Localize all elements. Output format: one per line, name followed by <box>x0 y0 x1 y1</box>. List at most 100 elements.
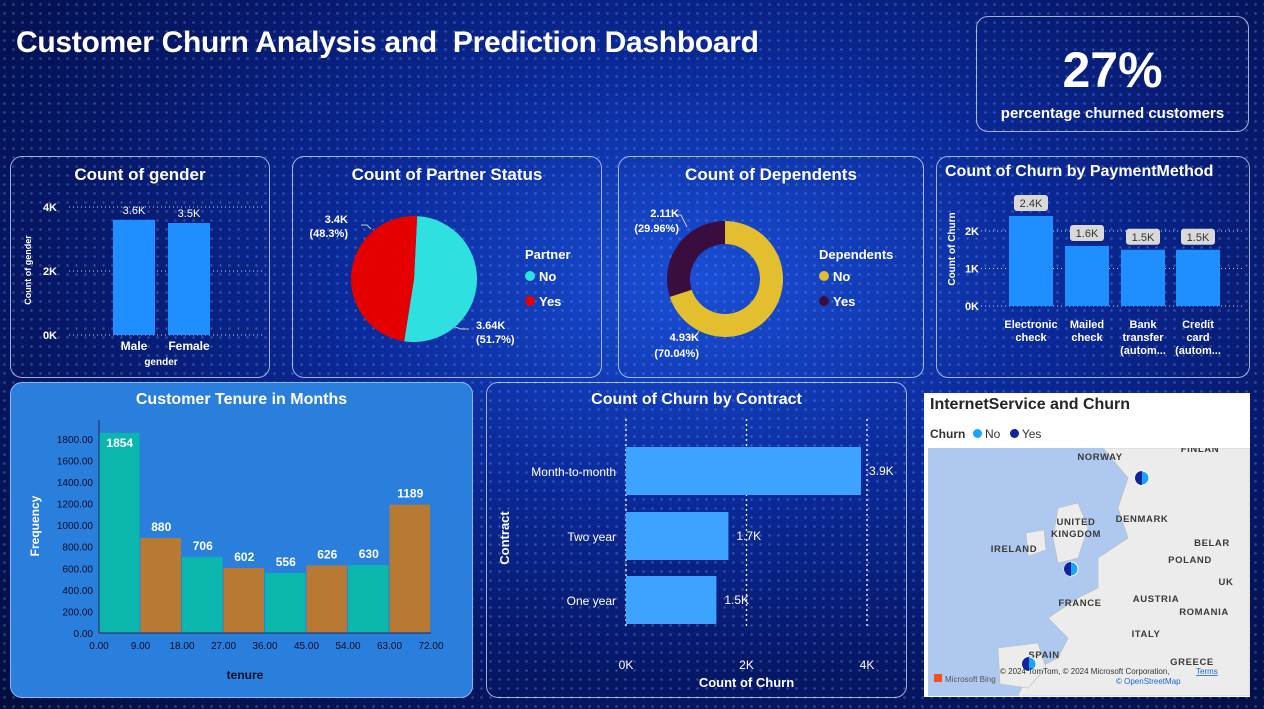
tenure-card[interactable]: Customer Tenure in Months 1800.00 1600.00… <box>10 382 473 698</box>
histogram-bar <box>223 568 264 633</box>
partner-pie-chart[interactable]: 3.4K (48.3%) 3.64K (51.7%) Partner No Yes <box>293 157 601 377</box>
contract-chart[interactable]: 0K 2K 4K 3.9K Month-to-month 1.7K Two year 1.5K… <box>487 383 906 697</box>
y-axis-title: Count of gender <box>23 235 33 305</box>
dependents-title: Count of Dependents <box>685 165 857 184</box>
partner-card[interactable]: Count of Partner Status 3.4K (48.3%) 3.64K… <box>292 156 602 378</box>
kpi-card: 27% percentage churned customers <box>976 16 1249 132</box>
x-tick-label: Credit <box>1182 319 1214 331</box>
x-tick-label: (autom... <box>1120 345 1166 357</box>
y-tick-label: 1K <box>965 264 979 276</box>
place-label: GREECE <box>1170 657 1214 668</box>
data-label-yes: 2.11K <box>650 208 679 220</box>
y-tick-label: 1400.00 <box>57 478 94 489</box>
x-tick-label: check <box>1071 332 1103 344</box>
legend-marker-yes <box>525 296 535 306</box>
y-tick-label: One year <box>567 594 616 608</box>
place-label: NORWAY <box>1077 452 1122 463</box>
kpi-label: percentage churned customers <box>1000 105 1225 122</box>
data-label: 3.5K <box>178 208 201 220</box>
payment-card[interactable]: Count of Churn by PaymentMethod 2K 1K 0K 2.… <box>936 156 1250 378</box>
y-tick-label: 2K <box>965 226 979 238</box>
histogram-bar <box>99 432 140 633</box>
data-label: 3.9K <box>869 464 894 478</box>
legend-no-dot <box>972 429 982 438</box>
internet-title: InternetService and Churn <box>930 396 1131 413</box>
place-label: AUSTRIA <box>1133 594 1179 605</box>
place-label: ITALY <box>1132 629 1161 640</box>
y-tick-label: 1200.00 <box>57 500 94 511</box>
x-axis-title: tenure <box>227 668 264 682</box>
place-label: DENMARK <box>1116 514 1169 525</box>
britain-land <box>1052 502 1089 564</box>
data-label: 626 <box>317 547 337 561</box>
x-tick-label: 18.00 <box>169 641 194 652</box>
place-label: UNITED <box>1057 517 1096 528</box>
data-label-bg <box>1126 228 1160 245</box>
y-tick-label: 600.00 <box>62 564 93 575</box>
data-label: 1189 <box>397 487 423 501</box>
x-tick-label: 0.00 <box>89 641 109 652</box>
x-tick-label: check <box>1015 332 1047 344</box>
histogram-bar <box>348 565 389 633</box>
payment-title: Count of Churn by PaymentMethod <box>945 163 1214 180</box>
pie-slice-yes <box>350 215 418 342</box>
x-tick-label: Female <box>168 339 210 353</box>
y-tick-label: 2K <box>43 266 57 278</box>
data-label: 556 <box>276 555 296 569</box>
y-axis-title: Contract <box>497 511 512 565</box>
map-legend-title: Churn <box>930 427 966 441</box>
tenure-title: Customer Tenure in Months <box>135 391 348 408</box>
data-label: 2.4K <box>1020 198 1043 210</box>
place-label: UK <box>1219 577 1234 588</box>
y-tick-label: 400.00 <box>62 586 93 597</box>
x-tick-label: 63.00 <box>377 641 402 652</box>
payment-chart[interactable]: 2K1K0K2.4KElectroniccheck1.6KMailedcheck… <box>937 157 1249 377</box>
x-tick-label: Mailed <box>1070 319 1104 331</box>
data-label-no-pct: (70.04%) <box>654 348 699 360</box>
x-tick-label: Electronic <box>1004 319 1057 331</box>
histogram-bar <box>140 538 181 633</box>
bar-payment-2 <box>1121 249 1165 306</box>
data-label: 1.5K <box>1132 232 1155 244</box>
gender-card[interactable]: Count of gender 4K 2K 0K 3.6K Male 3.5K Female… <box>10 156 270 378</box>
y-axis-title: Count of Churn <box>947 212 958 285</box>
x-tick-label: 0K <box>619 658 634 672</box>
data-label: 1.5K <box>724 593 749 607</box>
y-tick-label: 1600.00 <box>57 456 94 467</box>
bar-contract-1 <box>626 512 729 560</box>
data-label-bg <box>1181 228 1215 245</box>
tenure-histogram[interactable]: 1800.00 1600.00 1400.00 1200.00 1000.00 800.0… <box>11 383 472 697</box>
y-axis-title: Frequency <box>28 495 42 556</box>
x-tick-label: Bank <box>1130 319 1158 331</box>
legend-marker-no <box>819 271 829 281</box>
place-label: KINGDOM <box>1051 529 1101 540</box>
terms-link: Terms <box>1196 667 1218 676</box>
donut-slice-yes <box>667 221 725 297</box>
data-label-yes-pct: (48.3%) <box>309 228 348 240</box>
place-label: FRANCE <box>1058 598 1101 609</box>
leader-line <box>361 224 372 230</box>
x-tick-label: 4K <box>860 658 875 672</box>
bar-contract-2 <box>626 576 717 624</box>
legend-marker-yes <box>819 296 829 306</box>
y-tick-label: 800.00 <box>62 543 93 554</box>
bar-payment-3 <box>1176 249 1220 306</box>
place-label: FINLAN <box>1181 448 1219 455</box>
y-tick-label: 200.00 <box>62 607 93 618</box>
dependents-card[interactable]: Count of Dependents 2.11K (29.96%) 4.93K (7… <box>618 156 924 378</box>
kpi-value: 27% <box>1062 42 1163 98</box>
ireland-land <box>1025 529 1047 557</box>
x-tick-label: 9.00 <box>131 641 151 652</box>
churn-pie-marker-yes <box>1022 657 1029 671</box>
dependents-donut-chart[interactable]: 2.11K (29.96%) 4.93K (70.04%) Dependents No Ye… <box>619 157 923 377</box>
bar-female <box>168 223 210 335</box>
internet-map-card[interactable]: InternetService and Churn Churn No Yes N… <box>924 393 1250 697</box>
contract-card[interactable]: Count of Churn by Contract 0K 2K 4K 3.9K Mon… <box>486 382 907 698</box>
place-label: IRELAND <box>991 544 1037 555</box>
bar-payment-0 <box>1009 216 1053 306</box>
data-label: 602 <box>234 550 254 564</box>
data-label: 706 <box>193 539 213 553</box>
histogram-bar <box>389 504 430 633</box>
